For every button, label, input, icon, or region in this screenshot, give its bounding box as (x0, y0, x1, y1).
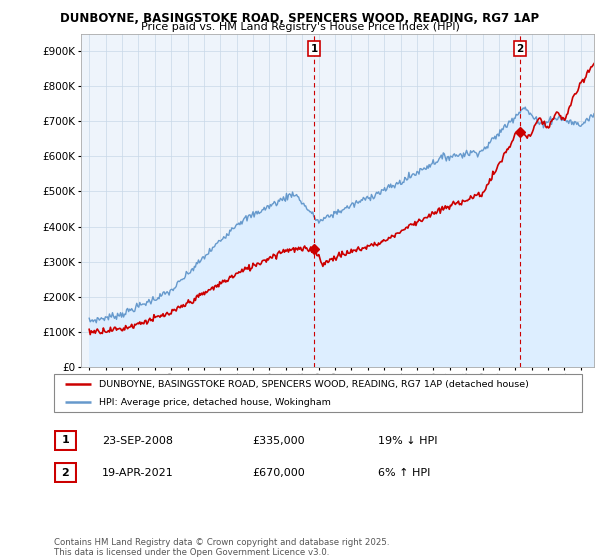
Text: 2: 2 (62, 468, 69, 478)
Text: HPI: Average price, detached house, Wokingham: HPI: Average price, detached house, Woki… (99, 398, 331, 407)
Text: 19-APR-2021: 19-APR-2021 (102, 468, 174, 478)
Text: 1: 1 (311, 44, 318, 54)
Text: £670,000: £670,000 (252, 468, 305, 478)
Text: DUNBOYNE, BASINGSTOKE ROAD, SPENCERS WOOD, READING, RG7 1AP: DUNBOYNE, BASINGSTOKE ROAD, SPENCERS WOO… (61, 12, 539, 25)
Text: 1: 1 (62, 435, 69, 445)
Text: Price paid vs. HM Land Registry's House Price Index (HPI): Price paid vs. HM Land Registry's House … (140, 22, 460, 32)
Text: 2: 2 (517, 44, 524, 54)
Text: £335,000: £335,000 (252, 436, 305, 446)
Text: 19% ↓ HPI: 19% ↓ HPI (378, 436, 437, 446)
Text: Contains HM Land Registry data © Crown copyright and database right 2025.
This d: Contains HM Land Registry data © Crown c… (54, 538, 389, 557)
Text: 23-SEP-2008: 23-SEP-2008 (102, 436, 173, 446)
Text: DUNBOYNE, BASINGSTOKE ROAD, SPENCERS WOOD, READING, RG7 1AP (detached house): DUNBOYNE, BASINGSTOKE ROAD, SPENCERS WOO… (99, 380, 529, 389)
Text: 6% ↑ HPI: 6% ↑ HPI (378, 468, 430, 478)
